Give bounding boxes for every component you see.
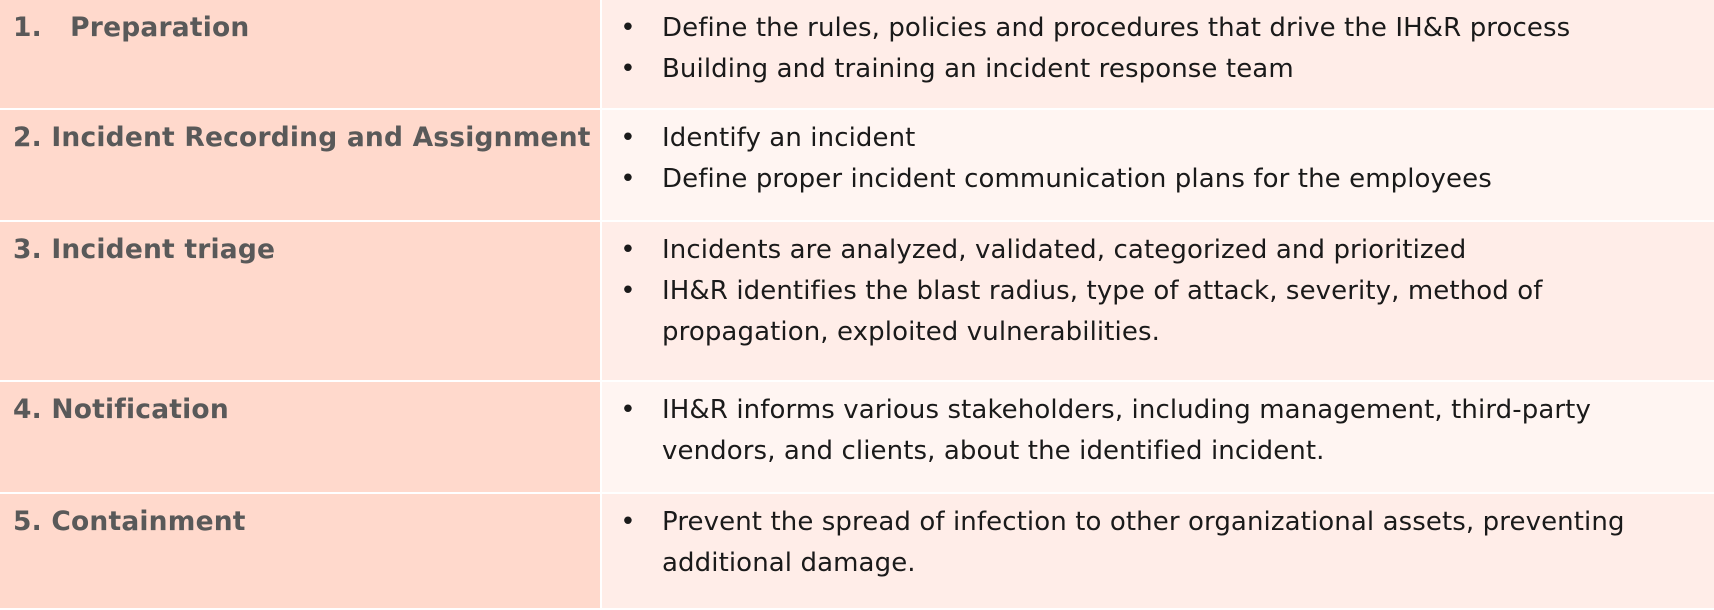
bullet-text: Identify an incident	[662, 123, 916, 153]
step-bullet-list: • Incidents are analyzed, validated, cate…	[618, 230, 1714, 353]
bullet-item: • Define proper incident communication pl…	[618, 159, 1712, 200]
bullet-icon: •	[620, 54, 636, 84]
bullet-item: • Incidents are analyzed, validated, cate…	[618, 230, 1712, 271]
bullet-icon: •	[620, 507, 636, 537]
bullet-text: IH&R informs various stakeholders, inclu…	[662, 395, 1591, 466]
step-bullet-list: • Define the rules, policies and procedur…	[618, 8, 1714, 90]
step-title: 2. Incident Recording and Assignment	[13, 122, 591, 153]
bullet-icon: •	[620, 276, 636, 306]
step-title: 5. Containment	[13, 506, 246, 537]
step-description-cell: • IH&R informs various stakeholders, incl…	[600, 382, 1714, 494]
bullet-item: • IH&R identifies the blast radius, type …	[618, 271, 1712, 353]
bullet-icon: •	[620, 395, 636, 425]
bullet-item: • Prevent the spread of infection to othe…	[618, 502, 1712, 584]
step-title: 3. Incident triage	[13, 234, 276, 265]
bullet-icon: •	[620, 13, 636, 43]
bullet-item: • Identify an incident	[618, 118, 1712, 159]
bullet-icon: •	[620, 123, 636, 153]
step-bullet-list: • Prevent the spread of infection to othe…	[618, 502, 1714, 584]
step-description-cell: • Prevent the spread of infection to othe…	[600, 494, 1714, 610]
bullet-item: • Define the rules, policies and procedur…	[618, 8, 1712, 49]
bullet-item: • IH&R informs various stakeholders, incl…	[618, 390, 1712, 472]
step-title-cell: 2. Incident Recording and Assignment	[0, 110, 600, 222]
bullet-text: Define proper incident communication pla…	[662, 164, 1492, 194]
step-description-cell: • Identify an incident • Define proper inc…	[600, 110, 1714, 222]
step-description-cell: • Define the rules, policies and procedur…	[600, 0, 1714, 110]
step-bullet-list: • IH&R informs various stakeholders, incl…	[618, 390, 1714, 472]
bullet-text: Define the rules, policies and procedure…	[662, 13, 1571, 43]
step-description-cell: • Incidents are analyzed, validated, cate…	[600, 222, 1714, 382]
bullet-text: Building and training an incident respon…	[662, 54, 1294, 84]
step-title-cell: 4. Notification	[0, 382, 600, 494]
bullet-text: Prevent the spread of infection to other…	[662, 507, 1625, 578]
bullet-icon: •	[620, 164, 636, 194]
step-bullet-list: • Identify an incident • Define proper inc…	[618, 118, 1714, 200]
step-title-cell: 3. Incident triage	[0, 222, 600, 382]
step-title-cell: 1. Preparation	[0, 0, 600, 110]
bullet-text: Incidents are analyzed, validated, categ…	[662, 235, 1467, 265]
bullet-icon: •	[620, 235, 636, 265]
step-title: 4. Notification	[13, 394, 229, 425]
step-title: 1. Preparation	[13, 12, 250, 43]
bullet-text: IH&R identifies the blast radius, type o…	[662, 276, 1543, 347]
step-title-cell: 5. Containment	[0, 494, 600, 610]
bullet-item: • Building and training an incident respo…	[618, 49, 1712, 90]
